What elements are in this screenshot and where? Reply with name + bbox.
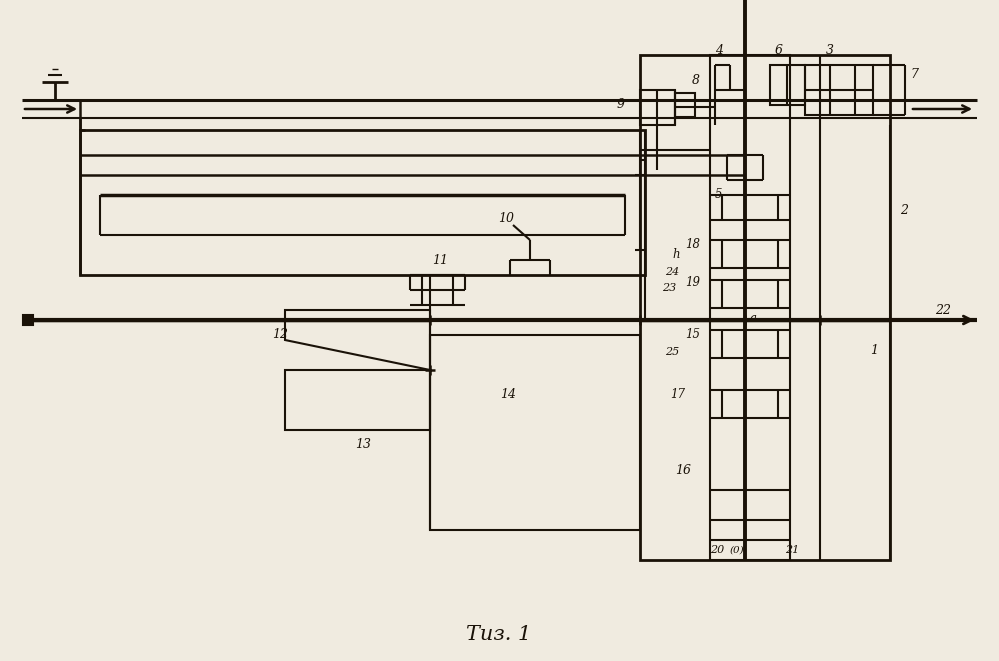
Text: 14: 14: [500, 389, 516, 401]
Bar: [675, 93, 695, 117]
Text: 9: 9: [617, 98, 625, 112]
Bar: [640, 55, 890, 560]
Text: 19: 19: [685, 276, 700, 290]
Text: 8: 8: [692, 73, 700, 87]
Text: a: a: [750, 311, 757, 325]
Text: 10: 10: [498, 212, 514, 225]
Text: 5: 5: [715, 188, 722, 202]
Text: 12: 12: [272, 329, 288, 342]
Text: 1: 1: [870, 344, 878, 356]
Bar: [640, 90, 675, 125]
Text: 11: 11: [432, 254, 448, 266]
Text: 6: 6: [775, 44, 783, 56]
Text: 17: 17: [670, 389, 685, 401]
Text: 21: 21: [785, 545, 799, 555]
Text: 2: 2: [900, 204, 908, 217]
Text: 22: 22: [935, 303, 951, 317]
Text: Τиз. 1: Τиз. 1: [467, 625, 531, 644]
Text: 3: 3: [826, 44, 834, 56]
Text: 4: 4: [715, 44, 723, 56]
Text: 15: 15: [685, 329, 700, 342]
Text: 23: 23: [662, 283, 676, 293]
Bar: [805, 65, 873, 115]
Text: 25: 25: [665, 347, 679, 357]
Text: 18: 18: [685, 239, 700, 251]
Text: 16: 16: [675, 463, 691, 477]
Text: 7: 7: [910, 69, 918, 81]
Text: 20: 20: [710, 545, 724, 555]
Text: 13: 13: [355, 438, 371, 451]
Bar: [770, 65, 805, 105]
Text: h: h: [672, 249, 679, 262]
Text: 24: 24: [665, 267, 679, 277]
Bar: [710, 55, 790, 560]
Text: (0): (0): [729, 545, 744, 555]
Bar: [80, 130, 645, 275]
Bar: [430, 335, 640, 530]
